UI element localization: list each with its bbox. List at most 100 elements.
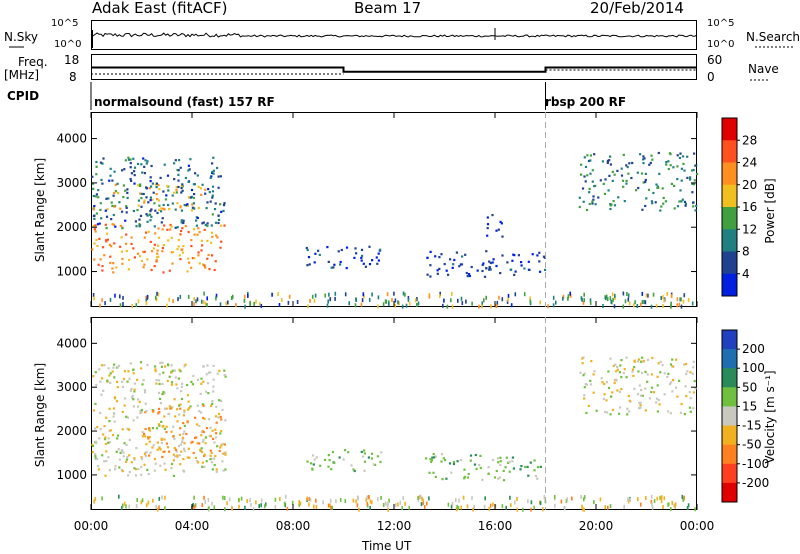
power-cell xyxy=(604,178,607,181)
velocity-cell xyxy=(112,412,115,415)
power-cell xyxy=(639,153,642,156)
velocity-cell xyxy=(203,417,206,420)
velocity-speckle xyxy=(670,507,672,512)
velocity-cell xyxy=(200,434,203,437)
velocity-cell xyxy=(360,450,363,453)
power-cell xyxy=(97,189,100,192)
power-cell xyxy=(696,172,699,176)
power-cell xyxy=(183,203,186,207)
power-cell xyxy=(166,174,170,177)
power-cell xyxy=(495,264,498,268)
power-cell xyxy=(594,203,597,206)
velocity-cell xyxy=(605,399,608,402)
power-cell xyxy=(176,168,179,172)
velocity-cell xyxy=(118,458,121,461)
ytick-label: 4000 xyxy=(56,132,87,146)
power-cell xyxy=(592,195,595,198)
velocity-speckle xyxy=(238,504,240,509)
power-cell xyxy=(149,210,152,213)
power-cell xyxy=(511,259,514,262)
velocity-cell xyxy=(639,401,642,404)
power-cell xyxy=(654,201,657,204)
power-cell xyxy=(182,221,185,225)
velocity-cell xyxy=(311,467,314,470)
velocity-cell xyxy=(202,438,205,441)
velocity-cell xyxy=(123,370,126,373)
velocity-speckle xyxy=(607,505,609,510)
power-cell xyxy=(132,209,135,213)
velocity-speckle xyxy=(583,495,586,500)
power-cell xyxy=(120,250,123,253)
power-cell xyxy=(452,263,455,266)
power-speckle xyxy=(510,303,513,308)
power-cell xyxy=(168,269,171,272)
power-cell xyxy=(139,192,142,195)
velocity-cell xyxy=(639,404,642,407)
velocity-cell xyxy=(200,377,203,380)
velocity-cell xyxy=(143,453,146,456)
velocity-cell xyxy=(338,456,341,459)
power-speckle xyxy=(166,303,168,308)
power-speckle xyxy=(187,294,190,299)
velocity-speckle xyxy=(450,504,453,509)
power-cell xyxy=(155,186,158,189)
power-cell xyxy=(679,189,682,192)
velocity-cell xyxy=(615,370,618,373)
velocity-cell xyxy=(121,450,124,453)
power-cell xyxy=(676,205,680,208)
power-cell xyxy=(652,191,655,195)
power-cell xyxy=(145,187,149,190)
velocity-cell xyxy=(183,447,186,450)
velocity-speckle xyxy=(660,499,663,504)
power-cell xyxy=(104,223,107,226)
velocity-cell xyxy=(211,400,214,403)
power-cell xyxy=(513,254,516,257)
power-cell xyxy=(691,182,694,185)
velocity-cell xyxy=(425,457,428,460)
velocity-cell xyxy=(620,359,623,362)
velocity-cell xyxy=(218,412,221,416)
power-cell xyxy=(642,158,645,161)
velocity-cell xyxy=(692,360,695,363)
power-speckle xyxy=(582,300,585,305)
velocity-cell xyxy=(160,365,164,368)
power-speckle xyxy=(384,299,387,304)
power-cell xyxy=(491,214,494,217)
velocity-cell xyxy=(194,456,197,459)
velocity-cell xyxy=(136,378,139,381)
power-cell xyxy=(164,198,168,201)
power-cell xyxy=(625,182,628,185)
power-cell xyxy=(361,254,364,257)
velocity-cell xyxy=(108,407,111,410)
power-cell xyxy=(147,201,150,204)
power-speckle xyxy=(156,291,158,296)
velocity-cell xyxy=(689,410,692,413)
velocity-cell xyxy=(196,460,199,463)
power-cell xyxy=(182,245,185,248)
power-cell xyxy=(111,223,114,226)
power-cell xyxy=(355,252,358,255)
power-cell xyxy=(149,180,152,183)
power-cell xyxy=(305,246,308,250)
velocity-cell xyxy=(456,460,459,463)
velocity-speckle xyxy=(207,506,210,511)
velocity-cell xyxy=(201,461,204,464)
power-cell xyxy=(665,163,668,166)
power-speckle xyxy=(622,304,625,309)
power-cell xyxy=(659,209,662,212)
velocity-cell xyxy=(166,363,170,366)
power-speckle xyxy=(670,294,673,299)
power-cell xyxy=(157,183,160,187)
velocity-speckle xyxy=(122,503,124,508)
velocity-speckle xyxy=(581,504,583,509)
power-speckle xyxy=(446,304,449,309)
power-cell xyxy=(178,254,181,257)
power-cell xyxy=(332,266,335,269)
velocity-cbar-swatch xyxy=(722,330,737,350)
velocity-cell xyxy=(141,435,144,438)
velocity-cell xyxy=(672,379,675,382)
velocity-cell xyxy=(475,467,478,470)
velocity-speckle xyxy=(194,503,197,508)
velocity-cell xyxy=(367,456,370,459)
velocity-speckle xyxy=(387,507,389,512)
